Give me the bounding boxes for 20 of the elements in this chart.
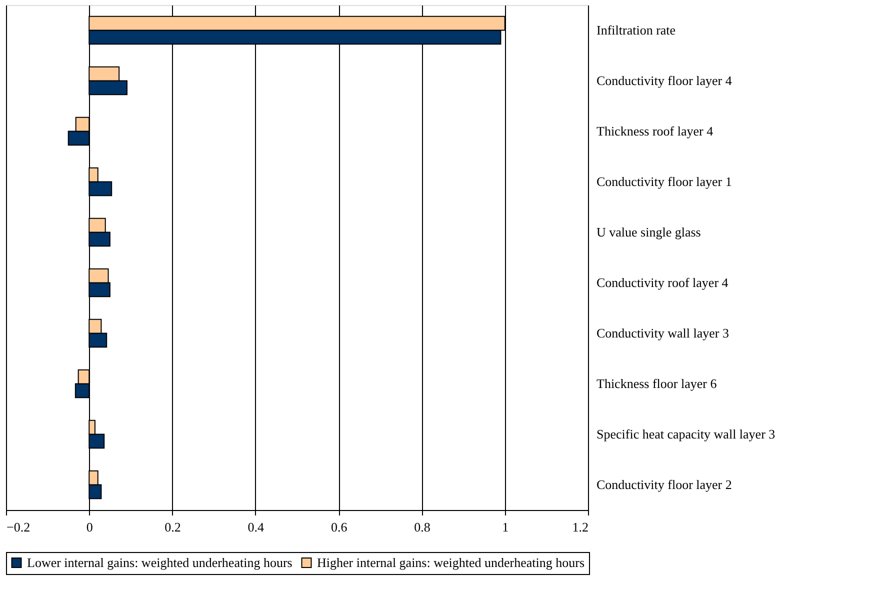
x-tick-label: 0.8 xyxy=(414,520,430,534)
x-tick-label: 1.2 xyxy=(572,520,588,534)
legend-label: Higher internal gains: weighted underheating hours xyxy=(317,554,585,570)
y-tick-label: Thickness floor layer 6 xyxy=(596,376,718,391)
y-tick-label: Conductivity floor layer 2 xyxy=(596,476,732,492)
y-tick-label: Specific heat capacity wall layer 3 xyxy=(596,426,776,442)
y-tick-label: Thickness roof layer 4 xyxy=(596,123,714,138)
x-tick-label: 0 xyxy=(86,520,93,534)
x-tick-label: 0.6 xyxy=(330,520,348,534)
y-tick-label: Conductivity floor layer 1 xyxy=(596,174,732,189)
y-tick-label: Conductivity roof layer 4 xyxy=(596,274,729,290)
legend-label: Lower internal gains: weighted underheating hours xyxy=(27,554,292,570)
y-tick-label: Infiltration rate xyxy=(596,22,676,38)
x-tick-label: 1 xyxy=(502,520,509,534)
x-tick-label: 0.4 xyxy=(248,520,265,534)
y-tick-label: U value single glass xyxy=(596,224,701,240)
x-tick-label: −0.2 xyxy=(6,520,30,534)
y-tick-label: Conductivity floor layer 4 xyxy=(596,72,732,88)
y-tick-label: Conductivity wall layer 3 xyxy=(596,325,730,340)
x-tick-label: 0.2 xyxy=(164,520,181,534)
